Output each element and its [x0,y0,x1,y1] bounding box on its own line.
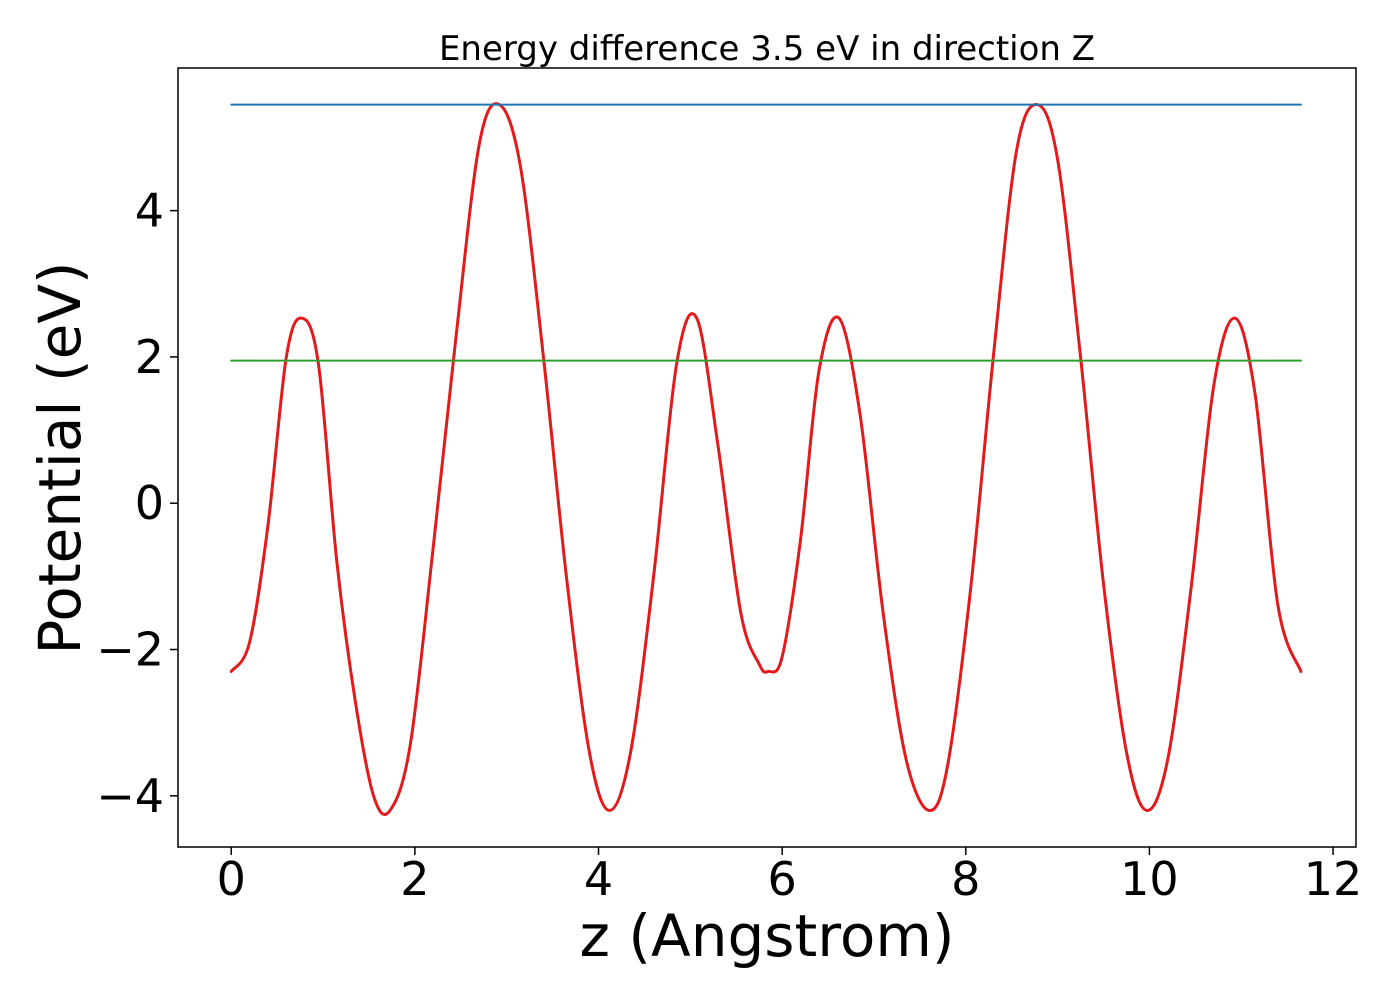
x-tick-label: 8 [951,852,980,906]
x-tick-label: 10 [1120,852,1179,906]
plot-area [177,67,1357,848]
x-tick-label: 0 [217,852,246,906]
x-axis: 0 2 4 6 8 10 12 [217,847,1363,906]
y-tick-label: 0 [135,476,164,530]
x-tick-label: 12 [1304,852,1363,906]
y-tick-label: −2 [96,623,164,677]
y-axis-label: Potential (eV) [26,261,94,654]
y-tick-label: 4 [135,184,164,238]
chart-title: Energy difference 3.5 eV in direction Z [439,29,1095,69]
y-tick-label: 2 [135,330,164,384]
y-axis: −4 −2 0 2 4 [96,184,178,823]
potential-curve [229,102,1303,816]
x-axis-label: z (Angstrom) [580,902,955,970]
series-layer [229,102,1303,816]
x-tick-label: 6 [768,852,797,906]
y-tick-label: −4 [96,769,164,823]
x-tick-label: 2 [400,852,429,906]
x-tick-label: 4 [584,852,613,906]
